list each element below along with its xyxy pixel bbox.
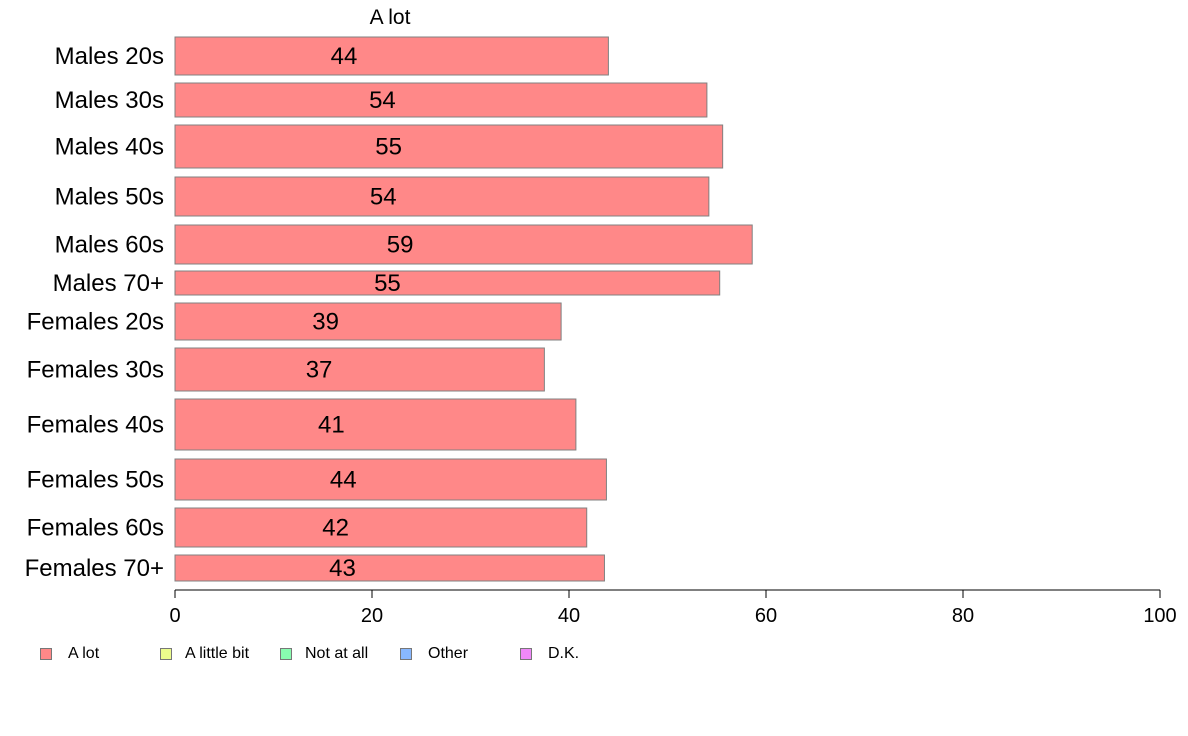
legend-swatch-a-little-bit	[160, 648, 172, 660]
bar-7	[174, 347, 545, 392]
x-tick-label-4: 80	[952, 605, 974, 627]
bar-11	[174, 554, 605, 582]
category-label-3: Males 50s	[55, 184, 164, 211]
bar-4	[174, 224, 753, 265]
category-label-7: Females 30s	[27, 357, 164, 384]
bar-value-label-11: 43	[329, 555, 356, 582]
legend-label-a-lot: A lot	[68, 645, 100, 662]
bar-3	[174, 176, 710, 217]
x-tick-label-3: 60	[755, 605, 777, 627]
legend-item-not-at-all: Not at all	[280, 645, 368, 663]
category-label-1: Males 30s	[55, 87, 164, 114]
bar-value-label-5: 55	[374, 270, 401, 297]
legend-swatch-not-at-all	[280, 648, 292, 660]
legend-swatch-other	[400, 648, 412, 660]
category-label-9: Females 50s	[27, 467, 164, 494]
legend-label-other: Other	[428, 645, 469, 662]
bar-value-label-3: 54	[370, 184, 397, 211]
category-label-6: Females 20s	[27, 309, 164, 336]
category-label-2: Males 40s	[55, 134, 164, 161]
legend-item-other: Other	[400, 645, 468, 663]
x-tick-label-1: 20	[361, 605, 383, 627]
legend-label-not-at-all: Not at all	[305, 645, 369, 662]
bar-value-label-10: 42	[322, 515, 349, 542]
category-label-10: Females 60s	[27, 515, 164, 542]
x-tick-label-0: 0	[169, 605, 180, 627]
bar-10	[174, 507, 588, 548]
bar-9	[174, 458, 607, 501]
bar-2	[174, 124, 724, 169]
category-label-11: Females 70+	[25, 555, 164, 582]
legend: A lot A little bit Not at all Other D.K.	[0, 645, 1188, 667]
bar-value-label-9: 44	[330, 467, 357, 494]
bar-value-label-7: 37	[306, 357, 333, 384]
bar-value-label-1: 54	[369, 87, 396, 114]
legend-label-dk: D.K.	[548, 645, 580, 662]
bar-8	[174, 398, 577, 451]
category-label-0: Males 20s	[55, 43, 164, 70]
legend-item-a-little-bit: A little bit	[160, 645, 249, 663]
bar-1	[174, 82, 708, 118]
panel-title: A lot	[370, 6, 411, 29]
bar-value-label-0: 44	[331, 43, 358, 70]
bar-value-label-8: 41	[318, 412, 345, 439]
category-label-5: Males 70+	[53, 270, 164, 297]
category-label-4: Males 60s	[55, 232, 164, 259]
bar-6	[174, 302, 562, 341]
legend-swatch-dk	[520, 648, 532, 660]
legend-swatch-a-lot	[40, 648, 52, 660]
x-tick-label-5: 100	[1143, 605, 1176, 627]
legend-item-a-lot: A lot	[40, 645, 99, 663]
x-tick-label-2: 40	[558, 605, 580, 627]
bar-value-label-2: 55	[375, 134, 402, 161]
legend-label-a-little-bit: A little bit	[185, 645, 250, 662]
bar-0	[174, 36, 609, 76]
legend-item-dk: D.K.	[520, 645, 579, 663]
bar-value-label-4: 59	[387, 232, 414, 259]
category-label-8: Females 40s	[27, 412, 164, 439]
bar-5	[174, 270, 721, 296]
bar-value-label-6: 39	[312, 309, 339, 336]
